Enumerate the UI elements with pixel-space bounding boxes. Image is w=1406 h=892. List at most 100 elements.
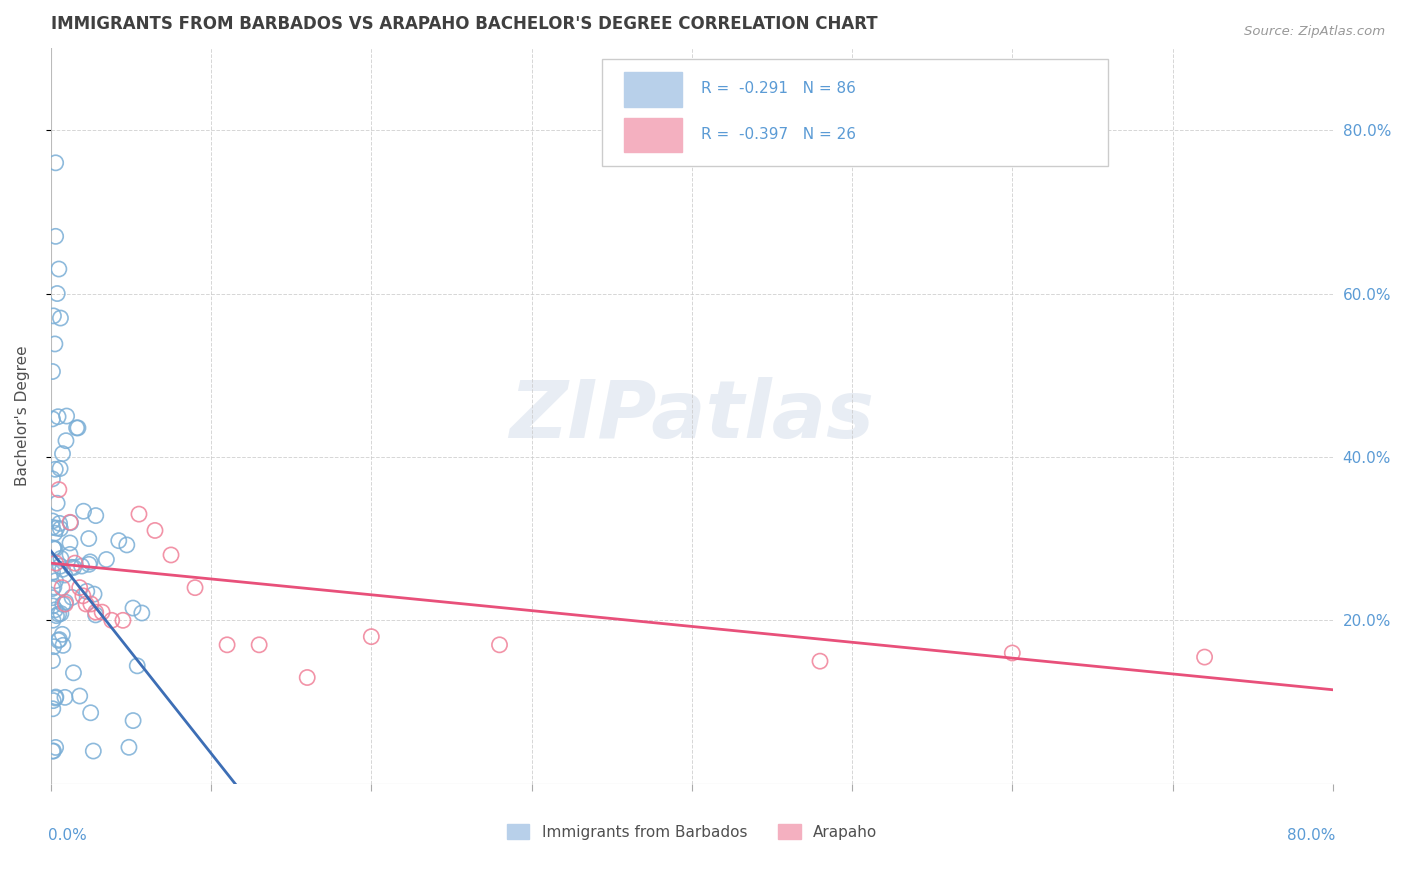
Point [1194, 650, 1216, 665]
Point [72, 589, 94, 603]
Point [44, 691, 66, 706]
Point [42, 693, 65, 707]
Point [48, 607, 70, 621]
Point [69, 581, 91, 595]
Point [41, 472, 63, 486]
Point [53, 597, 76, 611]
Point [60, 591, 83, 605]
Point [79, 555, 101, 569]
Point [44, 542, 66, 557]
Point [76, 584, 98, 599]
Point [55, 595, 77, 609]
Point [65, 421, 87, 435]
Point [48, 483, 70, 497]
Point [45, 156, 67, 170]
Point [49, 311, 72, 326]
Point [59, 548, 82, 562]
Point [79, 706, 101, 720]
Point [51, 627, 73, 641]
Point [44, 603, 66, 617]
Point [143, 524, 166, 538]
Point [247, 638, 270, 652]
FancyBboxPatch shape [624, 118, 682, 153]
Point [41, 520, 63, 534]
Point [49, 522, 72, 536]
Point [42, 580, 65, 594]
Point [42, 613, 65, 627]
Point [45, 229, 67, 244]
Text: 0.0%: 0.0% [48, 828, 87, 843]
Point [75, 597, 97, 611]
Point [115, 538, 138, 552]
Point [131, 606, 153, 620]
Point [42, 309, 65, 323]
Point [45, 608, 67, 623]
Point [49, 607, 72, 621]
Text: R =  -0.291   N = 86: R = -0.291 N = 86 [700, 81, 856, 96]
Point [49, 461, 72, 475]
Point [42, 599, 65, 613]
Point [55, 409, 77, 423]
Text: Source: ZipAtlas.com: Source: ZipAtlas.com [1244, 25, 1385, 38]
Point [45, 521, 67, 535]
Point [100, 613, 122, 627]
Point [297, 671, 319, 685]
Point [41, 744, 63, 758]
Point [49, 559, 72, 574]
Point [62, 665, 84, 680]
Point [808, 654, 831, 668]
Point [118, 740, 141, 755]
Point [41, 582, 63, 596]
Point [70, 559, 93, 574]
Point [42, 541, 65, 555]
Point [184, 581, 207, 595]
Point [77, 532, 100, 546]
Point [45, 556, 67, 570]
Point [62, 560, 84, 574]
Point [44, 462, 66, 476]
Point [53, 690, 76, 705]
Legend: Immigrants from Barbados, Arapaho: Immigrants from Barbados, Arapaho [501, 818, 883, 846]
Point [59, 516, 82, 530]
Point [52, 638, 75, 652]
Point [217, 638, 239, 652]
Point [160, 548, 183, 562]
Point [72, 504, 94, 518]
Text: ZIPatlas: ZIPatlas [509, 377, 875, 455]
Point [60, 560, 83, 574]
Point [42, 640, 65, 654]
Point [77, 558, 100, 572]
Point [107, 533, 129, 548]
Point [96, 552, 118, 566]
Point [360, 630, 382, 644]
Point [44, 574, 66, 588]
Point [48, 516, 70, 531]
Y-axis label: Bachelor's Degree: Bachelor's Degree [15, 346, 30, 486]
Point [52, 598, 75, 612]
Point [53, 568, 76, 582]
Point [52, 562, 75, 576]
Text: R =  -0.397   N = 26: R = -0.397 N = 26 [700, 128, 856, 142]
Point [122, 714, 145, 728]
Point [45, 740, 67, 755]
Point [59, 536, 82, 550]
Point [51, 447, 73, 461]
Point [46, 409, 69, 424]
Point [42, 702, 65, 716]
Point [84, 508, 107, 523]
Point [59, 516, 82, 530]
Point [127, 658, 149, 673]
Point [51, 581, 73, 595]
Point [488, 638, 510, 652]
Point [122, 601, 145, 615]
Point [41, 412, 63, 426]
Point [55, 434, 77, 448]
Point [49, 551, 72, 566]
FancyBboxPatch shape [624, 72, 682, 107]
Point [1001, 646, 1024, 660]
Point [41, 364, 63, 378]
Point [48, 262, 70, 277]
Point [84, 607, 107, 622]
Point [45, 690, 67, 704]
Point [41, 514, 63, 528]
